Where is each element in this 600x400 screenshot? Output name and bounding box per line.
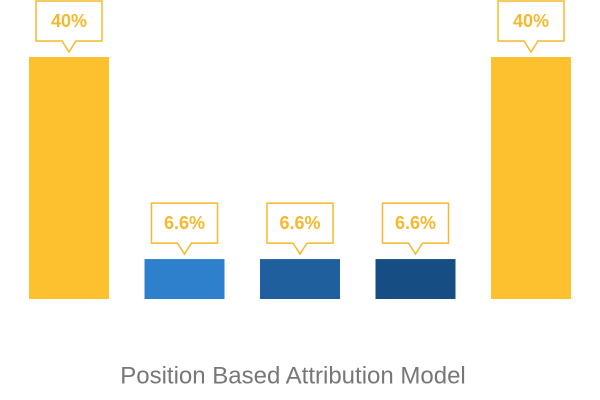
value-label: 40%: [51, 11, 87, 31]
callout: [35, 0, 103, 54]
value-label: 6.6%: [164, 213, 205, 233]
bar: [29, 57, 109, 299]
callout: [381, 202, 450, 256]
value-label: 6.6%: [395, 213, 436, 233]
bar: [375, 259, 456, 299]
bar: [144, 259, 225, 299]
bar: [260, 259, 340, 299]
value-label: 40%: [513, 11, 549, 31]
value-label: 6.6%: [279, 213, 320, 233]
callout: [150, 202, 219, 256]
callout: [266, 202, 334, 256]
callout: [497, 0, 565, 54]
chart-title: Position Based Attribution Model: [120, 362, 466, 389]
bar: [491, 57, 571, 299]
